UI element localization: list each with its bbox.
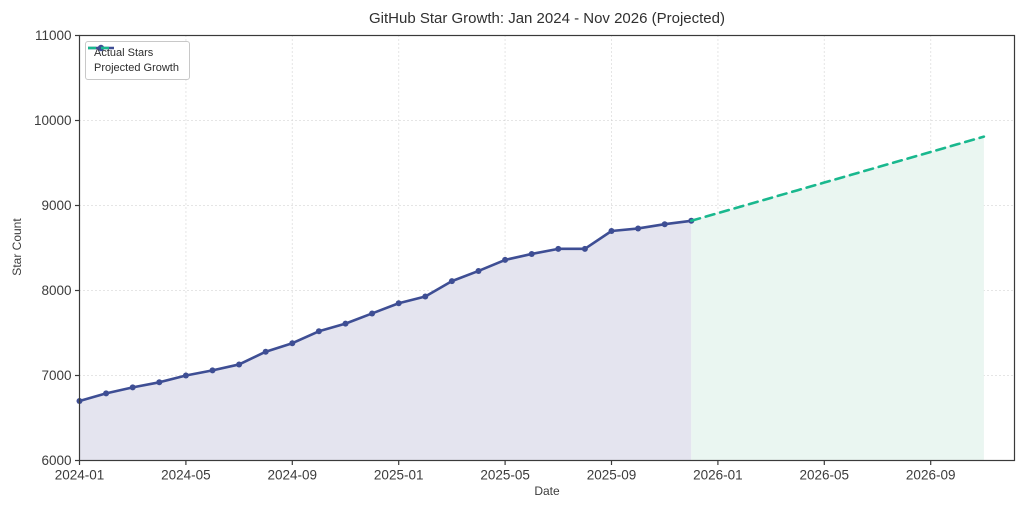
area-fill-series-0 bbox=[79, 220, 692, 461]
x-tick-label: 2025-05 bbox=[480, 468, 530, 483]
y-axis-label: Star Count bbox=[10, 218, 24, 276]
legend-item-projected: Projected Growth bbox=[88, 46, 179, 74]
data-point-marker bbox=[395, 300, 402, 307]
data-point-marker bbox=[422, 293, 429, 300]
line-series-0 bbox=[78, 219, 693, 403]
line-series-1 bbox=[689, 135, 986, 223]
area-fills bbox=[79, 136, 984, 461]
data-point-marker bbox=[635, 225, 642, 232]
data-point-marker bbox=[209, 367, 216, 374]
x-tick-label: 2024-05 bbox=[161, 468, 211, 483]
y-tick-label: 9000 bbox=[41, 198, 71, 213]
data-point-marker bbox=[289, 340, 296, 347]
y-tick-label: 6000 bbox=[41, 453, 71, 468]
data-point-marker bbox=[502, 256, 509, 263]
data-point-marker bbox=[236, 361, 243, 368]
data-point-marker bbox=[182, 372, 189, 379]
x-tick-label: 2025-09 bbox=[587, 468, 637, 483]
data-point-marker bbox=[262, 348, 269, 355]
x-tick-label: 2024-09 bbox=[268, 468, 318, 483]
x-tick-label: 2026-05 bbox=[800, 468, 850, 483]
y-tick-label: 8000 bbox=[41, 283, 71, 298]
tick-labels: 6000 7000 8000 9000 10000 11000 2024-01 2024-05… bbox=[34, 28, 956, 483]
data-point-marker bbox=[369, 310, 376, 317]
x-tick-label: 2026-01 bbox=[693, 468, 743, 483]
data-point-marker bbox=[608, 228, 615, 234]
x-tick-label: 2026-09 bbox=[906, 468, 956, 483]
data-point-marker bbox=[528, 250, 535, 257]
y-tick-label: 11000 bbox=[35, 28, 72, 43]
data-point-marker bbox=[581, 245, 588, 252]
legend-swatch-projected-line bbox=[88, 46, 114, 50]
legend-label-actual: Actual Stars bbox=[94, 47, 154, 59]
data-point-marker bbox=[661, 221, 668, 228]
y-tick-label: 7000 bbox=[41, 368, 71, 383]
data-point-marker bbox=[156, 379, 163, 386]
x-axis-label: Date bbox=[534, 484, 560, 498]
chart-title: GitHub Star Growth: Jan 2024 - Nov 2026 … bbox=[368, 10, 725, 27]
x-tick-label: 2024-01 bbox=[55, 468, 105, 483]
data-point-marker bbox=[129, 384, 136, 391]
data-point-marker bbox=[475, 267, 482, 274]
legend: Actual Stars Projected Growth bbox=[85, 41, 190, 80]
x-tick-label: 2025-01 bbox=[374, 468, 424, 483]
y-tick-label: 10000 bbox=[34, 113, 72, 128]
plot-border bbox=[78, 34, 1016, 462]
axis-ticks bbox=[75, 34, 932, 465]
data-point-marker bbox=[103, 390, 110, 397]
data-point-marker bbox=[555, 245, 562, 252]
data-point-marker bbox=[315, 328, 322, 335]
area-fill-series-1 bbox=[691, 136, 984, 461]
data-point-marker bbox=[448, 278, 455, 285]
series-lines bbox=[76, 135, 986, 404]
data-point-marker bbox=[342, 320, 349, 327]
legend-label-projected: Projected Growth bbox=[94, 62, 179, 74]
